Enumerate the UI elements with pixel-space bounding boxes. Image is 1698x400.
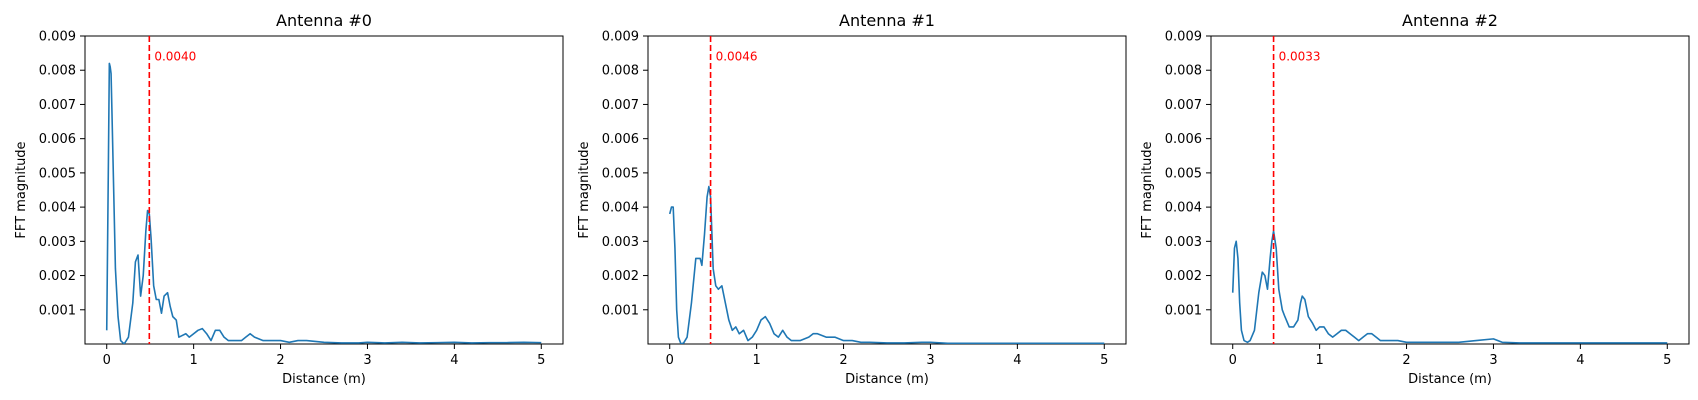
peak-annotation: 0.0046 [716, 50, 758, 64]
y-tick-label: 0.008 [602, 64, 639, 79]
y-tick-label: 0.007 [39, 98, 76, 113]
y-axis-label: FFT magnitude [14, 141, 29, 238]
x-tick-label: 2 [839, 353, 847, 368]
y-tick-label: 0.005 [39, 166, 76, 181]
x-tick-label: 5 [1100, 353, 1108, 368]
x-tick-label: 4 [1013, 353, 1021, 368]
y-tick-label: 0.005 [1165, 166, 1202, 181]
subplot-title: Antenna #1 [839, 11, 935, 30]
series-line [105, 62, 542, 344]
peak-annotation: 0.0033 [1279, 50, 1321, 64]
y-axis-label: FFT magnitude [1140, 141, 1155, 238]
x-tick-label: 5 [537, 353, 545, 368]
x-tick-label: 3 [363, 353, 371, 368]
y-tick-label: 0.004 [1165, 201, 1202, 216]
axes-frame [1210, 35, 1690, 345]
y-tick-label: 0.005 [602, 166, 639, 181]
y-tick-label: 0.001 [602, 303, 639, 318]
y-tick-label: 0.002 [602, 269, 639, 284]
subplot-1: 0 1 2 3 4 5 0.001 0.002 0.003 0.004 0.005 0.006 0.00… [577, 11, 1127, 387]
x-axis-label: Distance (m) [282, 372, 366, 387]
subplot-2: 0 1 2 3 4 5 0.001 0.002 0.003 0.004 0.005 0.006 0.00… [1140, 11, 1690, 387]
y-tick-label: 0.008 [39, 64, 76, 79]
x-axis-label: Distance (m) [845, 372, 929, 387]
x-tick-label: 4 [1576, 353, 1584, 368]
x-tick-label: 3 [926, 353, 934, 368]
y-tick-label: 0.004 [602, 201, 639, 216]
x-tick-label: 4 [450, 353, 458, 368]
x-tick-label: 3 [1489, 353, 1497, 368]
x-tick-label: 2 [276, 353, 284, 368]
y-tick-label: 0.006 [602, 132, 639, 147]
y-tick-label: 0.002 [1165, 269, 1202, 284]
y-tick-label: 0.003 [39, 235, 76, 250]
y-tick-label: 0.007 [602, 98, 639, 113]
y-tick-label: 0.002 [39, 269, 76, 284]
subplot-0: 0 1 2 3 4 5 0.001 0.002 0.003 0.004 0.005 0.006 0.00… [14, 11, 564, 387]
subplot-title: Antenna #2 [1402, 11, 1498, 30]
subplot-title: Antenna #0 [276, 11, 372, 30]
x-tick-label: 0 [103, 353, 111, 368]
y-tick-label: 0.007 [1165, 98, 1202, 113]
series-line [1231, 230, 1668, 344]
x-tick-label: 0 [666, 353, 674, 368]
x-tick-label: 1 [752, 353, 760, 368]
x-axis-label: Distance (m) [1408, 372, 1492, 387]
x-tick-label: 1 [1315, 353, 1323, 368]
series-line [668, 185, 1105, 344]
y-tick-label: 0.006 [1165, 132, 1202, 147]
y-tick-label: 0.009 [39, 30, 76, 45]
y-axis-label: FFT magnitude [577, 141, 592, 238]
peak-annotation: 0.0040 [154, 50, 196, 64]
y-tick-label: 0.006 [39, 132, 76, 147]
y-tick-label: 0.003 [602, 235, 639, 250]
x-tick-label: 5 [1663, 353, 1671, 368]
y-tick-label: 0.009 [602, 30, 639, 45]
y-tick-label: 0.003 [1165, 235, 1202, 250]
y-tick-label: 0.008 [1165, 64, 1202, 79]
y-tick-label: 0.004 [39, 201, 76, 216]
axes-frame [84, 35, 564, 345]
x-tick-label: 2 [1402, 353, 1410, 368]
x-tick-label: 1 [189, 353, 197, 368]
y-tick-label: 0.001 [39, 303, 76, 318]
y-tick-label: 0.009 [1165, 30, 1202, 45]
axes-frame [647, 35, 1127, 345]
y-tick-label: 0.001 [1165, 303, 1202, 318]
x-tick-label: 0 [1229, 353, 1237, 368]
